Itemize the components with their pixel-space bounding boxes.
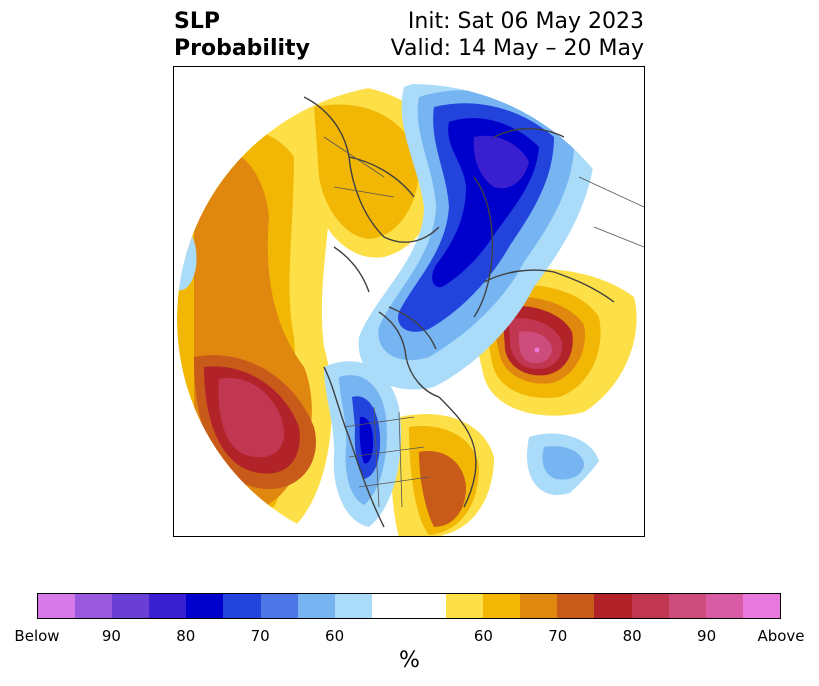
colorbar-segment: [112, 594, 150, 618]
colorbar-segment: [260, 594, 298, 618]
colorbar-segment: [371, 594, 409, 618]
colorbar-tick-label: Below: [14, 627, 60, 645]
max-probability-dot: [534, 347, 540, 353]
borders: [323, 136, 644, 508]
colorbar-segment: [631, 594, 669, 618]
colorbar-tick-label: 90: [101, 627, 121, 645]
colorbar-segment: [75, 594, 113, 618]
colorbar-tick-label: 80: [622, 627, 642, 645]
title-product: Probability: [174, 36, 310, 61]
colorbar-tick-label: 60: [325, 627, 345, 645]
colorbar-tick-label: Above: [757, 627, 805, 645]
colorbar-tick-label: 70: [548, 627, 568, 645]
map-title-left: SLP Probability: [174, 8, 310, 62]
colorbar-segment: [408, 594, 447, 618]
colorbar-ticks: Below 90 80 70 60 60 70 80 90 Above: [14, 627, 804, 647]
colorbar-tick-label: 90: [697, 627, 717, 645]
probability-shading: [177, 84, 644, 536]
colorbar-segment: [483, 594, 521, 618]
colorbar-segment: [668, 594, 706, 618]
colorbar-segment: [334, 594, 372, 618]
colorbar-unit-label: %: [399, 648, 420, 673]
colorbar-tick-label: 70: [250, 627, 270, 645]
map-title-right: Init: Sat 06 May 2023 Valid: 14 May – 20…: [391, 8, 644, 62]
projection-mask: [174, 67, 644, 536]
colorbar-segment: [742, 594, 780, 618]
colorbar-segment: [446, 594, 484, 618]
colorbar-segment: [520, 594, 558, 618]
colorbar: [37, 593, 781, 619]
colorbar-tick-label: 80: [176, 627, 196, 645]
valid-range: Valid: 14 May – 20 May: [390, 36, 644, 61]
colorbar-segment: [149, 594, 187, 618]
colorbar-segment: [186, 594, 224, 618]
colorbar-segment: [38, 594, 76, 618]
colorbar-segment: [557, 594, 595, 618]
init-date: Init: Sat 06 May 2023: [407, 9, 644, 34]
colorbar-segment: [594, 594, 632, 618]
coastlines: [303, 96, 615, 528]
map-canvas: [174, 67, 644, 536]
colorbar-segment: [223, 594, 261, 618]
title-variable: SLP: [174, 9, 220, 34]
colorbar-tick-label: 60: [473, 627, 493, 645]
colorbar-segment: [297, 594, 335, 618]
colorbar-segment: [705, 594, 743, 618]
probability-map: [173, 66, 645, 537]
